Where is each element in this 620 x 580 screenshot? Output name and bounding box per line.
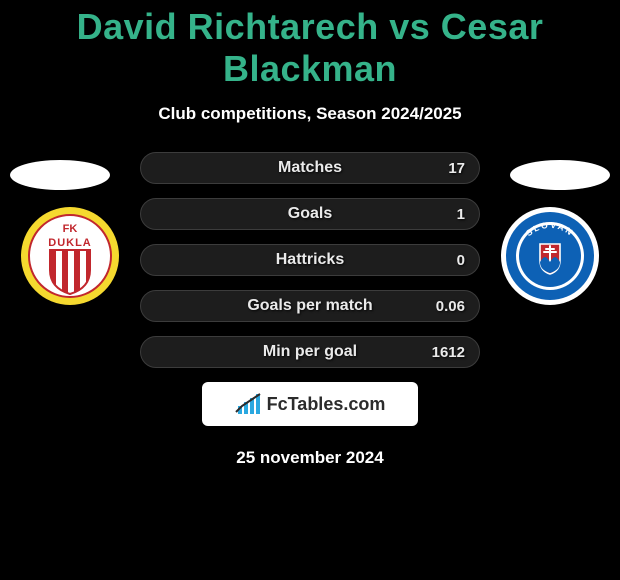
title-vs: vs bbox=[389, 6, 430, 47]
stat-label: Goals per match bbox=[247, 297, 372, 315]
stat-value-right: 0 bbox=[457, 252, 465, 269]
stat-label: Goals bbox=[288, 205, 332, 223]
svg-text:FK: FK bbox=[63, 223, 78, 235]
stat-row: Min per goal 1612 bbox=[140, 336, 480, 368]
stat-value-right: 17 bbox=[448, 160, 465, 177]
ellipse-placeholder-left bbox=[10, 160, 110, 190]
brand-text: FcTables.com bbox=[267, 394, 386, 415]
dukla-badge-icon: FK DUKLA bbox=[20, 206, 120, 306]
stat-row: Goals per match 0.06 bbox=[140, 290, 480, 322]
stats-list: Matches 17 Goals 1 Hattricks 0 Goals per… bbox=[140, 152, 480, 368]
bar-chart-icon bbox=[235, 392, 263, 416]
date-text: 25 november 2024 bbox=[0, 448, 620, 468]
stat-value-right: 0.06 bbox=[436, 298, 465, 315]
page-title: David Richtarech vs Cesar Blackman bbox=[0, 0, 620, 90]
stat-value-right: 1612 bbox=[432, 344, 465, 361]
subtitle: Club competitions, Season 2024/2025 bbox=[0, 104, 620, 124]
club-badge-left: FK DUKLA bbox=[20, 206, 120, 306]
club-badge-right: SLOVAN bbox=[500, 206, 600, 306]
stat-row: Matches 17 bbox=[140, 152, 480, 184]
brand-box: FcTables.com bbox=[202, 382, 418, 426]
stat-label: Hattricks bbox=[276, 251, 344, 269]
title-player1: David Richtarech bbox=[77, 6, 379, 47]
stat-label: Matches bbox=[278, 159, 342, 177]
stat-row: Hattricks 0 bbox=[140, 244, 480, 276]
svg-text:DUKLA: DUKLA bbox=[48, 237, 92, 249]
comparison-layout: FK DUKLA SLOVAN bbox=[0, 152, 620, 468]
slovan-badge-icon: SLOVAN bbox=[500, 206, 600, 306]
stat-value-right: 1 bbox=[457, 206, 465, 223]
stat-label: Min per goal bbox=[263, 343, 357, 361]
ellipse-placeholder-right bbox=[510, 160, 610, 190]
stat-row: Goals 1 bbox=[140, 198, 480, 230]
